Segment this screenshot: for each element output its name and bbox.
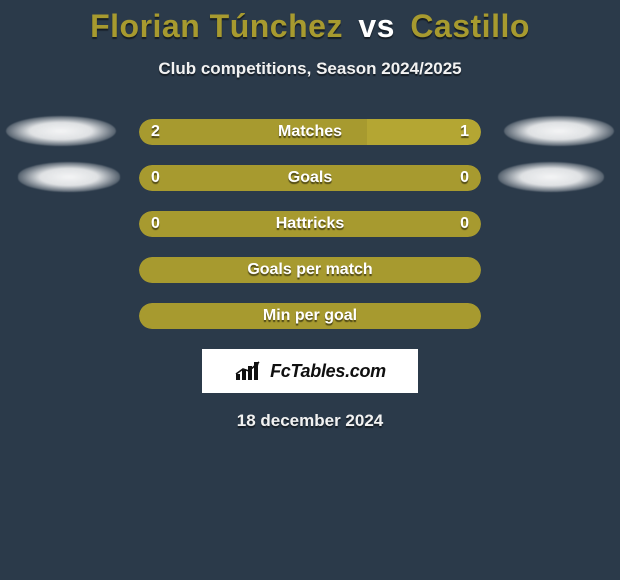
stat-bar: Goals per match bbox=[139, 257, 481, 283]
page-title: Florian Túnchez vs Castillo bbox=[0, 0, 620, 45]
stat-value-left: 0 bbox=[139, 165, 172, 191]
stat-row: Min per goal bbox=[0, 303, 620, 329]
player1-name: Florian Túnchez bbox=[90, 8, 343, 44]
stat-bar: Matches bbox=[139, 119, 481, 145]
stat-bar: Min per goal bbox=[139, 303, 481, 329]
stat-value-right: 0 bbox=[448, 211, 481, 237]
player2-name: Castillo bbox=[410, 8, 530, 44]
stat-bar: Hattricks bbox=[139, 211, 481, 237]
stat-label: Hattricks bbox=[139, 211, 481, 237]
glow-ellipse bbox=[6, 116, 116, 146]
stat-row: Matches2 1 bbox=[0, 119, 620, 145]
stat-value-left: 0 bbox=[139, 211, 172, 237]
stat-row: Goals0 0 bbox=[0, 165, 620, 191]
stat-label: Min per goal bbox=[139, 303, 481, 329]
stat-value-left: 2 bbox=[139, 119, 172, 145]
stats-container: Matches21Goals00Hattricks00Goals per mat… bbox=[0, 119, 620, 329]
stat-row: Hattricks0 0 bbox=[0, 211, 620, 237]
bars-icon bbox=[234, 360, 264, 382]
source-logo: FcTables.com bbox=[202, 349, 418, 393]
stat-bar: Goals bbox=[139, 165, 481, 191]
stat-value-right: 0 bbox=[448, 165, 481, 191]
stat-row: Goals per match bbox=[0, 257, 620, 283]
stat-value-right: 1 bbox=[448, 119, 481, 145]
glow-ellipse bbox=[504, 116, 614, 146]
stat-label: Goals bbox=[139, 165, 481, 191]
subtitle: Club competitions, Season 2024/2025 bbox=[0, 59, 620, 79]
date-label: 18 december 2024 bbox=[0, 411, 620, 431]
stat-label: Matches bbox=[139, 119, 481, 145]
glow-ellipse bbox=[18, 162, 120, 192]
stat-label: Goals per match bbox=[139, 257, 481, 283]
logo-text: FcTables.com bbox=[270, 361, 386, 382]
vs-text: vs bbox=[358, 8, 395, 44]
glow-ellipse bbox=[498, 162, 604, 192]
